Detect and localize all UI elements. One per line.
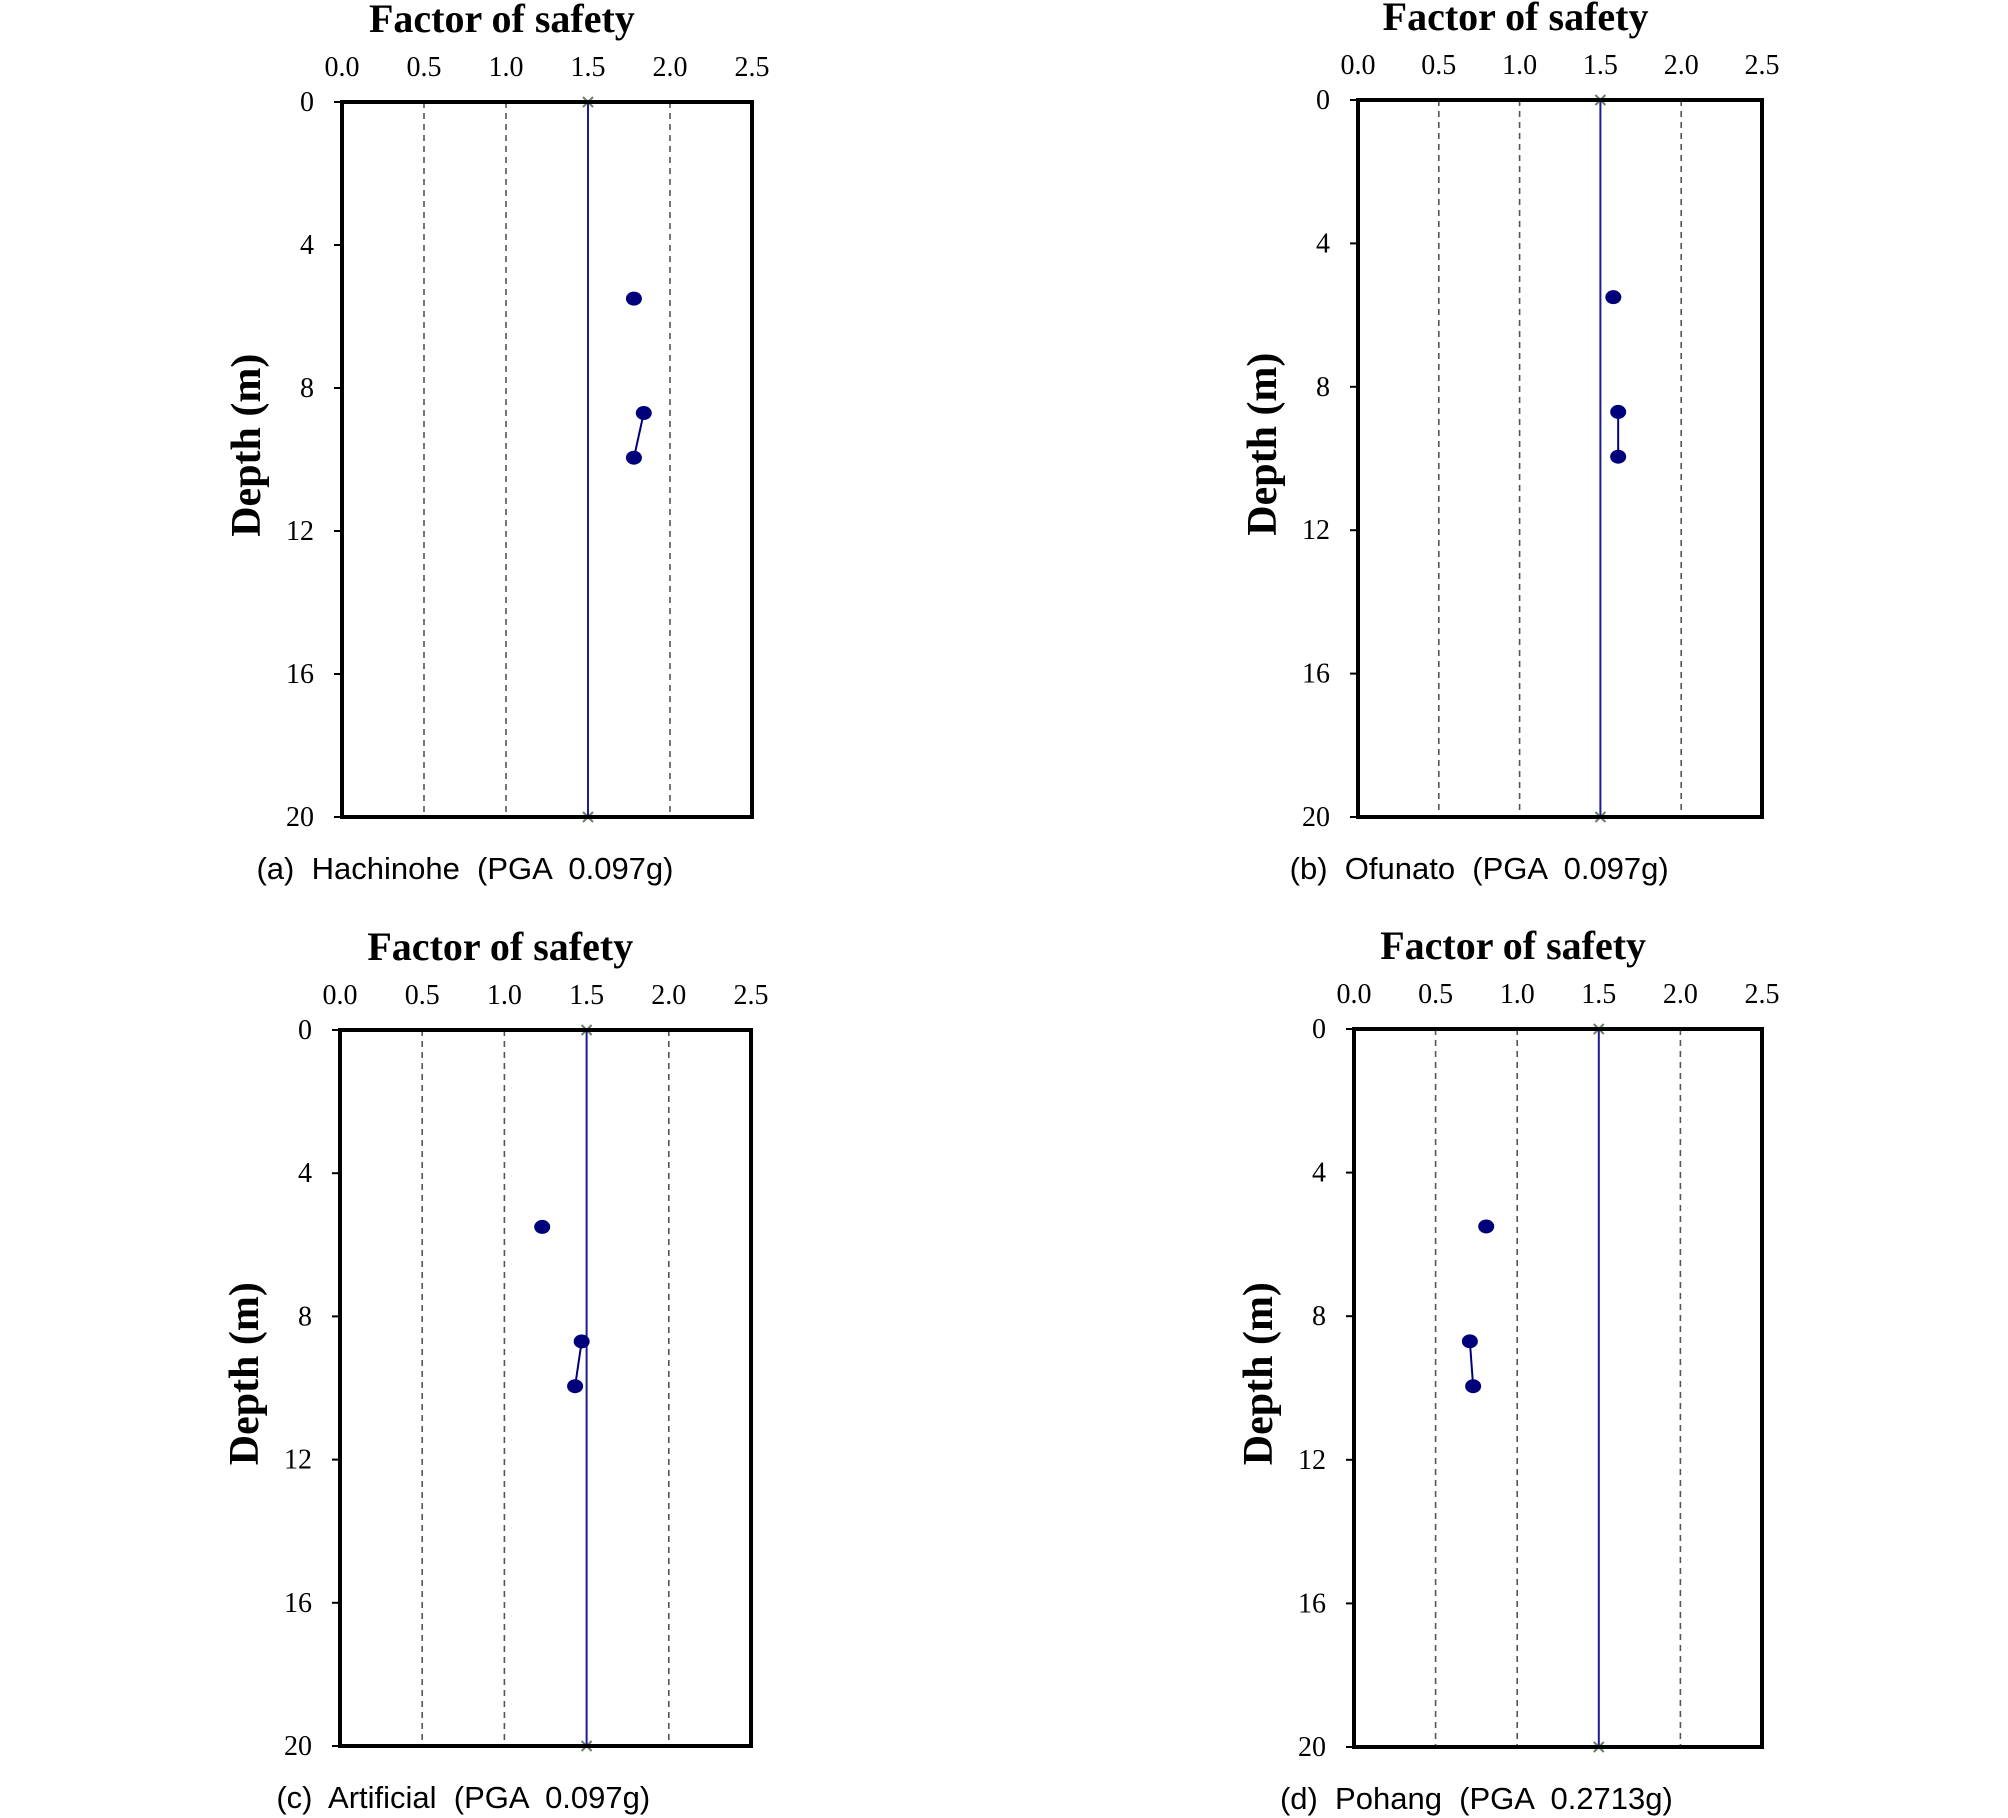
y-tick-label: 12 xyxy=(1302,515,1330,546)
y-tick-label: 4 xyxy=(1312,1158,1326,1189)
plot-frame xyxy=(338,1028,753,1748)
x-tick-label: 1.5 xyxy=(1581,979,1616,1010)
plot-frame xyxy=(1352,1027,1764,1749)
data-point xyxy=(635,406,652,421)
data-point xyxy=(567,1379,584,1394)
plot-frame xyxy=(1356,98,1764,819)
y-tick-label: 20 xyxy=(1302,802,1330,833)
x-tick-label: 0.0 xyxy=(1337,979,1372,1010)
data-series-line xyxy=(1468,1341,1475,1387)
chart-title: Factor of safety xyxy=(367,924,633,969)
x-tick-label: 1.5 xyxy=(571,52,606,83)
data-point xyxy=(1605,290,1622,305)
y-tick-label: 8 xyxy=(1312,1301,1326,1332)
chart-panel-4: 0.0 0.5 1.0 1.5 2.0 2.5 0 4 8 12 16 20 Factor of saf… xyxy=(1236,923,1780,1816)
x-tick-label: 2.0 xyxy=(653,52,688,83)
chart-title: Factor of safety xyxy=(369,0,635,41)
y-tick-label: 12 xyxy=(286,516,314,547)
y-tick-label: 20 xyxy=(1298,1732,1326,1763)
y-tick-label: 16 xyxy=(284,1588,312,1619)
x-tick-label: 0.0 xyxy=(323,980,358,1011)
y-tick-label: 4 xyxy=(298,1158,312,1189)
y-tick-label: 20 xyxy=(284,1731,312,1762)
chart-caption: (b) Ofunato (PGA 0.097g) xyxy=(1290,851,1669,886)
y-tick-label: 4 xyxy=(300,230,314,261)
x-tick-label: 1.0 xyxy=(1500,979,1535,1010)
chart-title: Factor of safety xyxy=(1380,923,1646,968)
data-point xyxy=(534,1219,551,1234)
y-tick-label: 16 xyxy=(1298,1588,1326,1619)
x-tick-label: 2.0 xyxy=(1663,979,1698,1010)
y-tick-label: 16 xyxy=(286,659,314,690)
x-tick-label: 2.5 xyxy=(1745,50,1780,81)
x-tick-label: 1.5 xyxy=(569,980,604,1011)
plot-frame xyxy=(340,100,754,819)
chart-caption: (a) Hachinohe (PGA 0.097g) xyxy=(256,851,673,886)
y-tick-label: 12 xyxy=(284,1445,312,1476)
y-tick-label: 8 xyxy=(300,373,314,404)
x-tick-label: 0.5 xyxy=(405,980,440,1011)
y-tick-label: 0 xyxy=(1316,85,1330,116)
chart-panel-3: 0.0 0.5 1.0 1.5 2.0 2.5 0 4 8 12 16 20 Factor of saf… xyxy=(222,924,769,1815)
data-series-line xyxy=(632,412,645,458)
y-axis-label: Depth (m) xyxy=(1240,353,1286,536)
y-tick-label: 12 xyxy=(1298,1445,1326,1476)
chart-caption: (c) Artificial (PGA 0.097g) xyxy=(276,1780,650,1815)
y-tick-label: 0 xyxy=(1312,1014,1326,1045)
y-tick-label: 0 xyxy=(298,1015,312,1046)
chart-caption: (d) Pohang (PGA 0.2713g) xyxy=(1280,1781,1673,1816)
data-point xyxy=(1461,1334,1478,1349)
x-tick-label: 1.0 xyxy=(487,980,522,1011)
x-tick-label: 1.0 xyxy=(489,52,524,83)
x-tick-label: 0.5 xyxy=(1421,50,1456,81)
chart-title: Factor of safety xyxy=(1383,0,1649,39)
data-point xyxy=(1478,1219,1495,1234)
x-tick-label: 1.5 xyxy=(1583,50,1618,81)
data-point xyxy=(1610,449,1627,464)
x-tick-label: 0.5 xyxy=(1418,979,1453,1010)
chart-panel-1: 0.0 0.5 1.0 1.5 2.0 2.5 0 4 8 12 16 20 Factor of saf… xyxy=(224,0,770,886)
y-tick-label: 0 xyxy=(300,87,314,118)
x-tick-label: 0.5 xyxy=(407,52,442,83)
x-tick-label: 2.0 xyxy=(651,980,686,1011)
y-axis-label: Depth (m) xyxy=(224,354,270,537)
data-point xyxy=(1610,404,1627,419)
data-point xyxy=(625,291,642,306)
chart-panel-2: 0.0 0.5 1.0 1.5 2.0 2.5 0 4 8 12 16 20 Factor of saf… xyxy=(1240,0,1780,886)
y-tick-label: 8 xyxy=(1316,372,1330,403)
x-tick-label: 2.5 xyxy=(735,52,770,83)
y-tick-label: 8 xyxy=(298,1301,312,1332)
y-tick-label: 16 xyxy=(1302,659,1330,690)
x-tick-label: 2.5 xyxy=(1745,979,1780,1010)
y-tick-label: 4 xyxy=(1316,228,1330,259)
x-tick-label: 2.0 xyxy=(1664,50,1699,81)
x-tick-label: 0.0 xyxy=(1341,50,1376,81)
data-series-line xyxy=(574,1341,583,1387)
y-axis-label: Depth (m) xyxy=(1236,1282,1282,1465)
x-tick-label: 2.5 xyxy=(734,980,769,1011)
x-tick-label: 1.0 xyxy=(1502,50,1537,81)
data-point xyxy=(625,450,642,465)
x-tick-label: 0.0 xyxy=(325,52,360,83)
y-axis-label: Depth (m) xyxy=(222,1282,268,1465)
data-point xyxy=(1465,1379,1482,1394)
data-point xyxy=(573,1334,590,1349)
y-tick-label: 20 xyxy=(286,802,314,833)
